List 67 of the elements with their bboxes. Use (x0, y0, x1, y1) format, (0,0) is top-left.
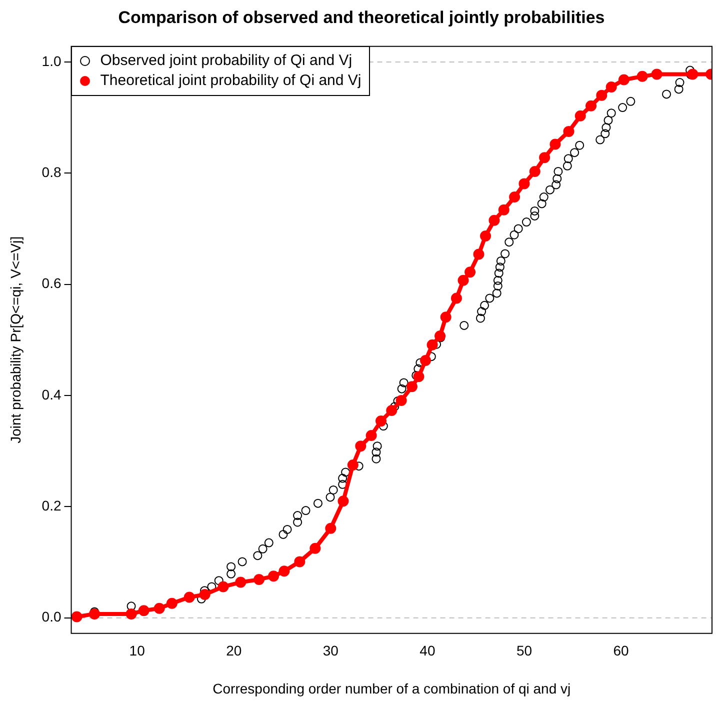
point (636, 70, 648, 82)
x-tick-label: 10 (129, 642, 146, 659)
point (413, 371, 424, 382)
point (606, 81, 617, 92)
point (473, 248, 484, 260)
point (154, 602, 165, 614)
point (396, 394, 407, 406)
x-tick-label: 30 (322, 642, 339, 659)
point (254, 574, 265, 585)
y-tick-label: 0.8 (42, 164, 62, 180)
point (235, 576, 246, 588)
point (586, 100, 597, 112)
point (618, 74, 630, 86)
point (347, 459, 358, 470)
point (651, 68, 662, 80)
chart-title: Comparison of observed and theoretical jointly probabilities (118, 8, 605, 27)
point (498, 204, 510, 216)
point (550, 138, 561, 150)
point (563, 126, 574, 137)
y-axis-title: Joint probability Pr[Q<=qi, V<=Vj] (7, 236, 24, 444)
point (426, 339, 438, 350)
point (434, 330, 446, 342)
point (375, 416, 386, 427)
x-tick-label: 50 (516, 642, 532, 659)
point (574, 110, 586, 122)
y-tick-label: 0.4 (42, 386, 62, 402)
point (88, 608, 100, 620)
point (268, 570, 280, 582)
y-tick-label: 0.0 (42, 608, 62, 625)
point (464, 266, 476, 278)
point (386, 404, 398, 416)
y-tick-label: 1.0 (42, 52, 62, 69)
point (199, 588, 210, 600)
point (539, 152, 550, 164)
point (488, 214, 500, 226)
point (406, 381, 418, 392)
point (355, 440, 366, 452)
point (687, 68, 698, 80)
y-tick-label: 0.6 (42, 275, 62, 292)
legend-label: Theoretical joint probability of Qi and Vj (100, 71, 362, 92)
point (310, 542, 321, 554)
point (184, 592, 195, 603)
x-tick-label: 40 (420, 642, 436, 659)
point (294, 556, 306, 568)
point (338, 496, 349, 507)
x-axis-title: Corresponding order number of a combination of qi and vj (212, 680, 571, 696)
point (325, 522, 336, 534)
x-tick-label: 60 (613, 642, 630, 659)
y-tick-label: 0.2 (42, 498, 62, 514)
x-tick-label: 20 (226, 642, 242, 659)
point (458, 274, 469, 286)
point (420, 354, 432, 366)
point (166, 598, 178, 609)
point (218, 581, 229, 592)
point (278, 566, 290, 577)
point (366, 430, 377, 442)
point (71, 611, 82, 622)
point (138, 605, 150, 616)
point (480, 230, 492, 242)
point (509, 192, 520, 203)
point (126, 608, 137, 620)
point (440, 312, 452, 323)
legend-label: Observed joint probability of Qi and Vj (100, 51, 352, 72)
point (518, 178, 530, 190)
point (529, 166, 540, 177)
point (450, 292, 462, 304)
point (596, 90, 608, 101)
